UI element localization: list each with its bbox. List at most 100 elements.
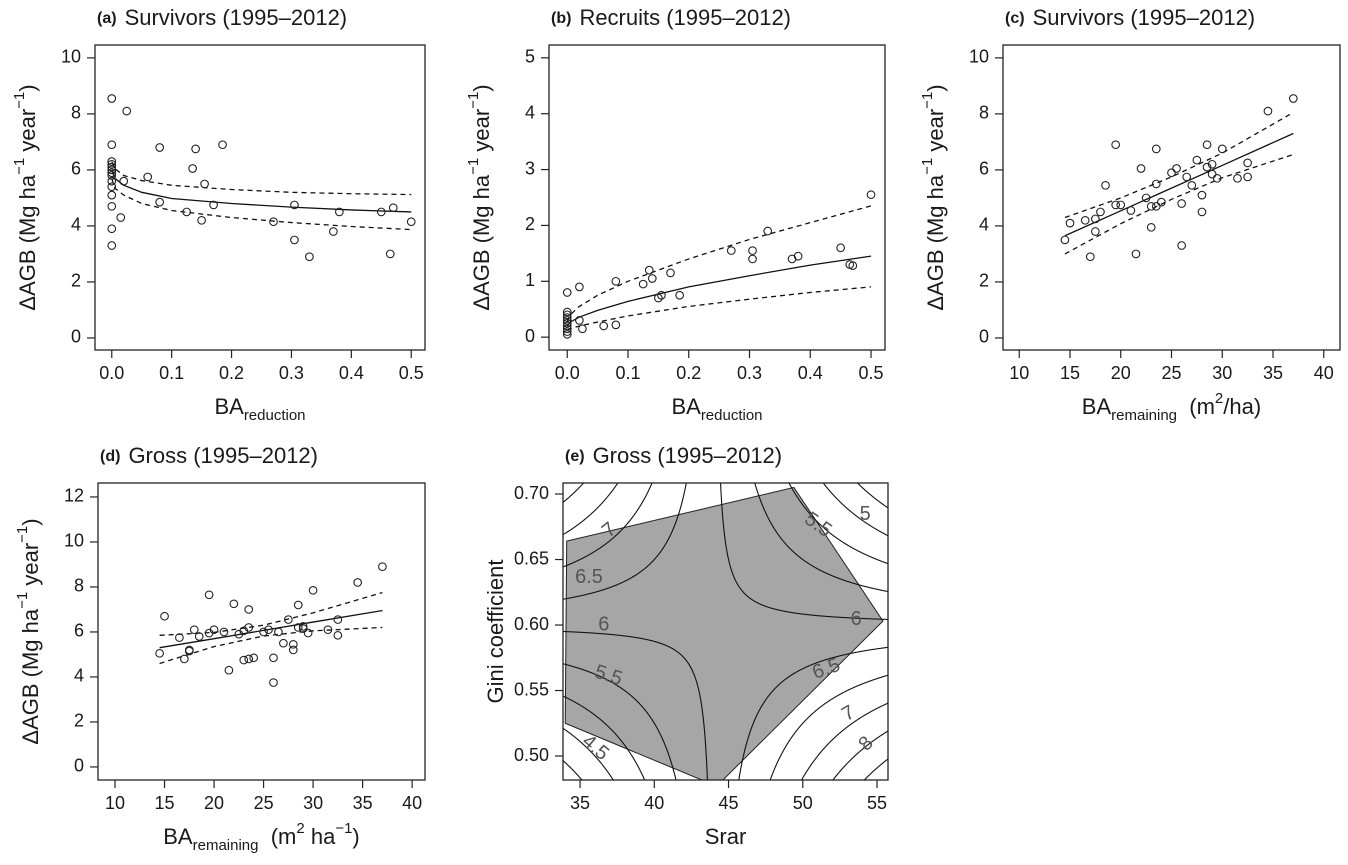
y-tick-label: 6 xyxy=(979,159,989,179)
point xyxy=(107,168,117,178)
y-tick-label: 8 xyxy=(71,103,81,123)
point xyxy=(323,625,333,635)
point xyxy=(329,227,338,236)
confidence-line xyxy=(1064,153,1294,255)
contour-line xyxy=(563,483,888,780)
point xyxy=(644,265,654,275)
point xyxy=(1212,173,1222,183)
y-axis-label-part: ) xyxy=(18,518,43,525)
panel-letter: (c) xyxy=(1005,10,1025,27)
y-axis-label-part: ΔAGB (Mg ha xyxy=(469,174,494,311)
contour-label: 6 xyxy=(851,608,862,630)
y-tick-label: 0.60 xyxy=(514,614,549,634)
point xyxy=(726,246,736,255)
y-tick-label: 2 xyxy=(74,711,84,731)
panel-title: (a) Survivors (1995–2012) xyxy=(97,5,347,30)
y-axis-label-part: ΔAGB (Mg ha xyxy=(18,608,43,745)
point xyxy=(303,628,313,638)
point xyxy=(1202,162,1212,172)
title-text: Gross (1995–2012) xyxy=(593,443,783,468)
point xyxy=(298,621,308,631)
x-axis-label-part: 2 xyxy=(296,820,304,837)
confidence-line xyxy=(566,205,872,322)
y-axis-label-part: −1 xyxy=(14,592,31,609)
point xyxy=(116,213,126,222)
point xyxy=(107,176,117,186)
y-tick-label: 4 xyxy=(525,102,535,122)
point xyxy=(763,226,773,236)
fit-line xyxy=(566,255,872,327)
y-tick-label: 4 xyxy=(979,215,989,235)
point xyxy=(155,197,165,207)
x-tick-label: 0.1 xyxy=(615,363,640,383)
point xyxy=(1263,106,1273,116)
plot-frame xyxy=(562,482,889,781)
x-tick-label: 0.2 xyxy=(676,363,701,383)
point xyxy=(1207,159,1217,169)
y-tick-label: 0 xyxy=(525,326,535,346)
plot-area xyxy=(155,562,387,687)
x-tick-label: 45 xyxy=(719,793,739,813)
panel-title: (e) Gross (1995–2012) xyxy=(565,443,782,468)
point xyxy=(793,251,803,261)
confidence-line xyxy=(111,161,412,196)
panel: (d) Gross (1995–2012) 10 15 20 25 30 35 40 0 2 4 6 8 1… xyxy=(14,443,426,854)
x-tick-label: 35 xyxy=(570,793,590,813)
plot-area xyxy=(1060,94,1298,262)
point xyxy=(283,615,293,624)
point xyxy=(1085,252,1095,262)
point xyxy=(209,200,218,210)
panel-title: (d) Gross (1995–2012) xyxy=(100,443,318,468)
point xyxy=(335,207,344,217)
y-tick-label: 0.55 xyxy=(514,679,549,699)
point xyxy=(1207,169,1217,179)
point xyxy=(191,144,200,154)
y-axis-label-part: ) xyxy=(923,84,948,91)
point xyxy=(180,654,189,664)
point xyxy=(189,625,199,635)
point xyxy=(274,627,283,637)
x-tick-label: 10 xyxy=(1009,363,1029,383)
point xyxy=(1197,190,1207,200)
y-axis-label: Gini coefficient xyxy=(483,560,508,704)
x-tick-label: 0.0 xyxy=(99,363,124,383)
point xyxy=(333,615,343,624)
point xyxy=(308,585,318,595)
point xyxy=(239,655,249,665)
y-axis-label: ΔAGB (Mg ha−1 year−1) xyxy=(465,84,493,310)
y-tick-label: 4 xyxy=(71,215,81,235)
point xyxy=(1197,207,1207,217)
point xyxy=(654,293,663,303)
x-tick-label: 40 xyxy=(1314,363,1334,383)
fit-line xyxy=(111,169,412,213)
point xyxy=(666,268,675,278)
y-tick-label: 0 xyxy=(979,327,989,347)
point xyxy=(244,605,254,614)
point xyxy=(1151,201,1161,211)
y-axis-label-part: year xyxy=(18,543,43,592)
point xyxy=(1167,168,1176,178)
point xyxy=(657,290,666,300)
y-axis-label-part: year xyxy=(923,109,948,158)
plot-area: 76.565.54.55.5 566.578 xyxy=(563,483,888,780)
point xyxy=(293,600,303,610)
y-axis-label-part: −1 xyxy=(465,158,482,175)
point xyxy=(119,176,129,186)
point xyxy=(1288,94,1298,103)
point xyxy=(1202,140,1212,150)
point xyxy=(562,324,572,334)
point xyxy=(1141,193,1151,203)
point xyxy=(748,254,757,264)
y-axis-label-part: year xyxy=(15,109,40,158)
x-axis-label: BAreduction xyxy=(671,394,762,425)
point xyxy=(184,646,194,656)
y-tick-label: 2 xyxy=(979,271,989,291)
title-text: Recruits (1995–2012) xyxy=(579,5,791,30)
point xyxy=(638,279,648,289)
point xyxy=(305,252,314,262)
y-axis-label-part: ) xyxy=(469,84,494,91)
contour-label: 8 xyxy=(854,732,877,755)
x-axis-label-part: (m xyxy=(1177,394,1215,419)
x-tick-label: 40 xyxy=(644,793,664,813)
point xyxy=(107,162,117,172)
